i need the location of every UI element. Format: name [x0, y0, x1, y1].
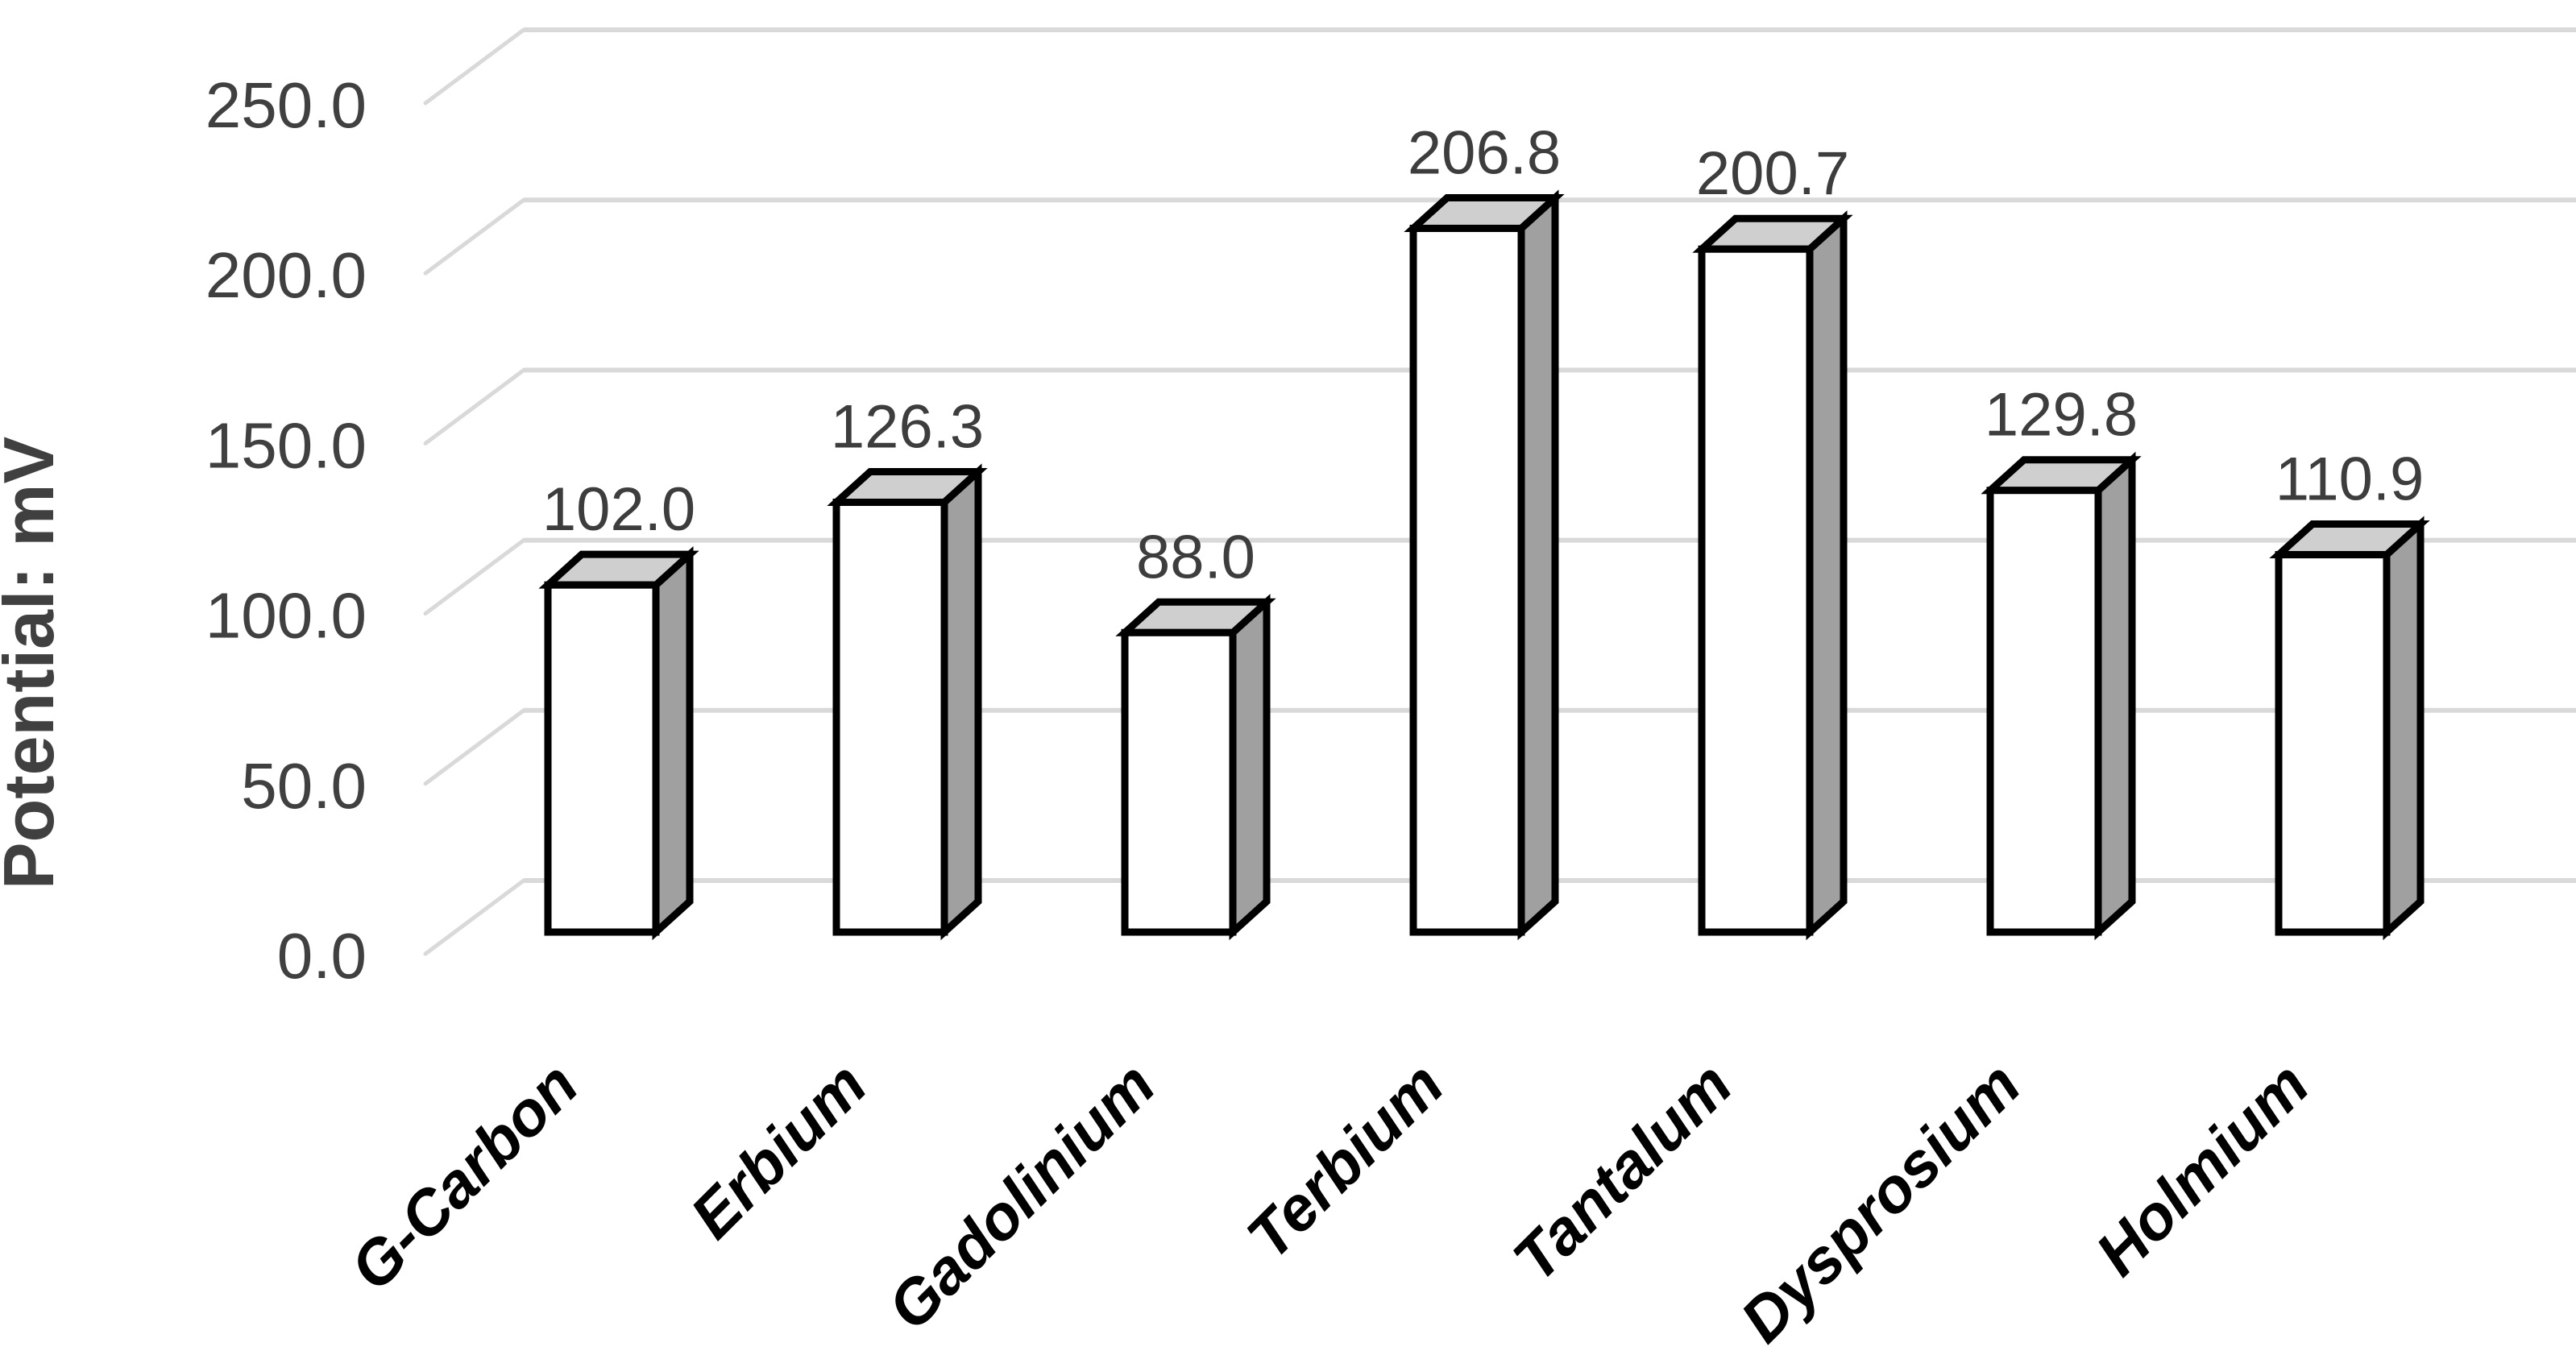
bar-side-face	[1229, 594, 1271, 941]
y-tick-label: 200.0	[205, 239, 367, 311]
category-label: Gadolinium	[873, 1049, 1168, 1344]
gridline-depth-connector	[423, 367, 526, 445]
category-label: G-Carbon	[336, 1049, 591, 1304]
bar-g-carbon	[538, 546, 699, 941]
bar-front-face	[1409, 224, 1525, 936]
value-label: 102.0	[542, 475, 695, 544]
bar-holmium	[2269, 516, 2430, 941]
bar-side-face	[2383, 516, 2425, 941]
category-label: Dysprosium	[1727, 1049, 2034, 1351]
category-label: Terbium	[1233, 1049, 1457, 1273]
bar-side-face	[652, 546, 694, 941]
bar-side-face	[2094, 451, 2136, 941]
y-tick-label: 250.0	[205, 69, 367, 141]
bar-terbium	[1404, 189, 1565, 941]
gridline-depth-connector	[423, 708, 526, 786]
bar-side-face	[940, 463, 982, 941]
bar-front-face	[1121, 628, 1237, 936]
bar-front-face	[544, 581, 660, 936]
category-label: Holmium	[2082, 1049, 2322, 1289]
bar-front-face	[2275, 551, 2391, 936]
bar-front-face	[1986, 487, 2102, 936]
value-label: 200.7	[1696, 139, 1849, 208]
y-tick-label: 0.0	[277, 920, 367, 992]
y-tick-label: 50.0	[241, 750, 367, 822]
bar-front-face	[832, 499, 948, 936]
bar-erbium	[827, 463, 988, 941]
value-label: 129.8	[1985, 381, 2138, 450]
y-tick-label: 150.0	[205, 409, 367, 481]
category-label: Tantalum	[1500, 1049, 1745, 1295]
bars	[538, 189, 2430, 941]
y-axis-title: Potential: mV	[0, 437, 68, 890]
y-tick-label: 100.0	[205, 580, 367, 652]
gridline-depth-connector	[423, 27, 526, 106]
bar-gadolinium	[1115, 594, 1276, 941]
bar-tantalum	[1692, 210, 1853, 941]
bar-front-face	[1698, 245, 1814, 936]
gridline-depth-connector	[423, 197, 526, 276]
value-label: 126.3	[831, 393, 984, 462]
gridline-depth-connector	[423, 538, 526, 616]
value-labels: 102.0 126.3 88.0 206.8 200.7 129.8 110.9	[542, 118, 2424, 591]
gridline-depth-connector	[423, 878, 526, 956]
value-label: 88.0	[1136, 523, 1255, 591]
value-label: 206.8	[1408, 118, 1561, 187]
bar-dysprosium	[1981, 451, 2142, 941]
category-label: Erbium	[677, 1049, 880, 1252]
value-label: 110.9	[2275, 445, 2425, 514]
y-axis-tick-labels: 0.0 50.0 100.0 150.0 200.0 250.0	[205, 69, 367, 992]
bar-side-face	[1806, 210, 1848, 941]
bar-side-face	[1517, 189, 1559, 941]
